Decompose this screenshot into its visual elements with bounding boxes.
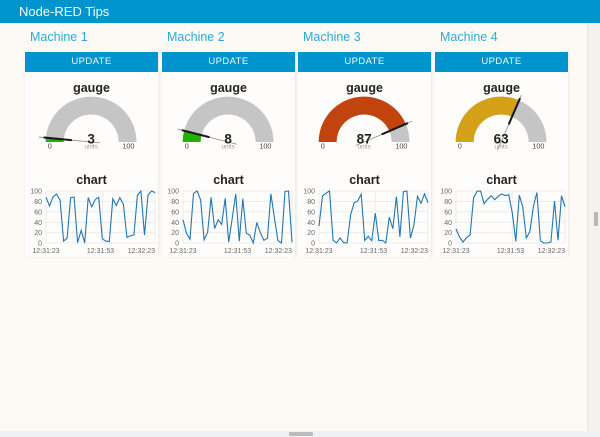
svg-text:100: 100	[303, 189, 315, 196]
svg-text:0: 0	[48, 142, 52, 151]
svg-text:80: 80	[444, 199, 452, 206]
svg-text:80: 80	[307, 199, 315, 206]
svg-text:40: 40	[171, 220, 179, 227]
svg-text:12:31:53: 12:31:53	[360, 248, 387, 255]
svg-text:units: units	[221, 144, 234, 151]
svg-text:100: 100	[440, 189, 452, 196]
svg-text:12:31:53: 12:31:53	[87, 248, 114, 255]
svg-text:0: 0	[175, 241, 179, 248]
svg-text:12:31:23: 12:31:23	[32, 248, 59, 255]
svg-text:12:31:23: 12:31:23	[442, 248, 469, 255]
svg-text:100: 100	[122, 142, 134, 151]
svg-text:12:31:53: 12:31:53	[497, 248, 524, 255]
svg-text:units: units	[357, 144, 370, 151]
svg-text:12:32:23: 12:32:23	[401, 248, 428, 255]
svg-text:80: 80	[171, 199, 179, 206]
svg-text:100: 100	[395, 142, 407, 151]
svg-text:0: 0	[321, 142, 325, 151]
svg-text:0: 0	[448, 241, 452, 248]
svg-text:40: 40	[34, 220, 42, 227]
svg-text:20: 20	[444, 230, 452, 237]
svg-text:20: 20	[34, 230, 42, 237]
svg-text:12:31:23: 12:31:23	[169, 248, 196, 255]
svg-text:12:32:23: 12:32:23	[538, 248, 565, 255]
svg-text:12:32:23: 12:32:23	[128, 248, 155, 255]
svg-text:20: 20	[307, 230, 315, 237]
svg-text:12:31:23: 12:31:23	[305, 248, 332, 255]
svg-text:80: 80	[34, 199, 42, 206]
svg-text:0: 0	[458, 142, 462, 151]
svg-text:units: units	[494, 144, 507, 151]
svg-text:12:31:53: 12:31:53	[224, 248, 251, 255]
svg-text:40: 40	[307, 220, 315, 227]
svg-text:100: 100	[259, 142, 271, 151]
svg-text:0: 0	[185, 142, 189, 151]
svg-text:0: 0	[311, 241, 315, 248]
svg-text:40: 40	[444, 220, 452, 227]
svg-text:20: 20	[171, 230, 179, 237]
svg-text:100: 100	[30, 189, 42, 196]
svg-text:60: 60	[444, 209, 452, 216]
svg-text:12:32:23: 12:32:23	[265, 248, 292, 255]
svg-text:60: 60	[171, 209, 179, 216]
svg-text:0: 0	[38, 241, 42, 248]
svg-text:100: 100	[532, 142, 544, 151]
svg-text:units: units	[84, 144, 97, 151]
svg-text:60: 60	[307, 209, 315, 216]
svg-text:60: 60	[34, 209, 42, 216]
svg-text:100: 100	[167, 189, 179, 196]
